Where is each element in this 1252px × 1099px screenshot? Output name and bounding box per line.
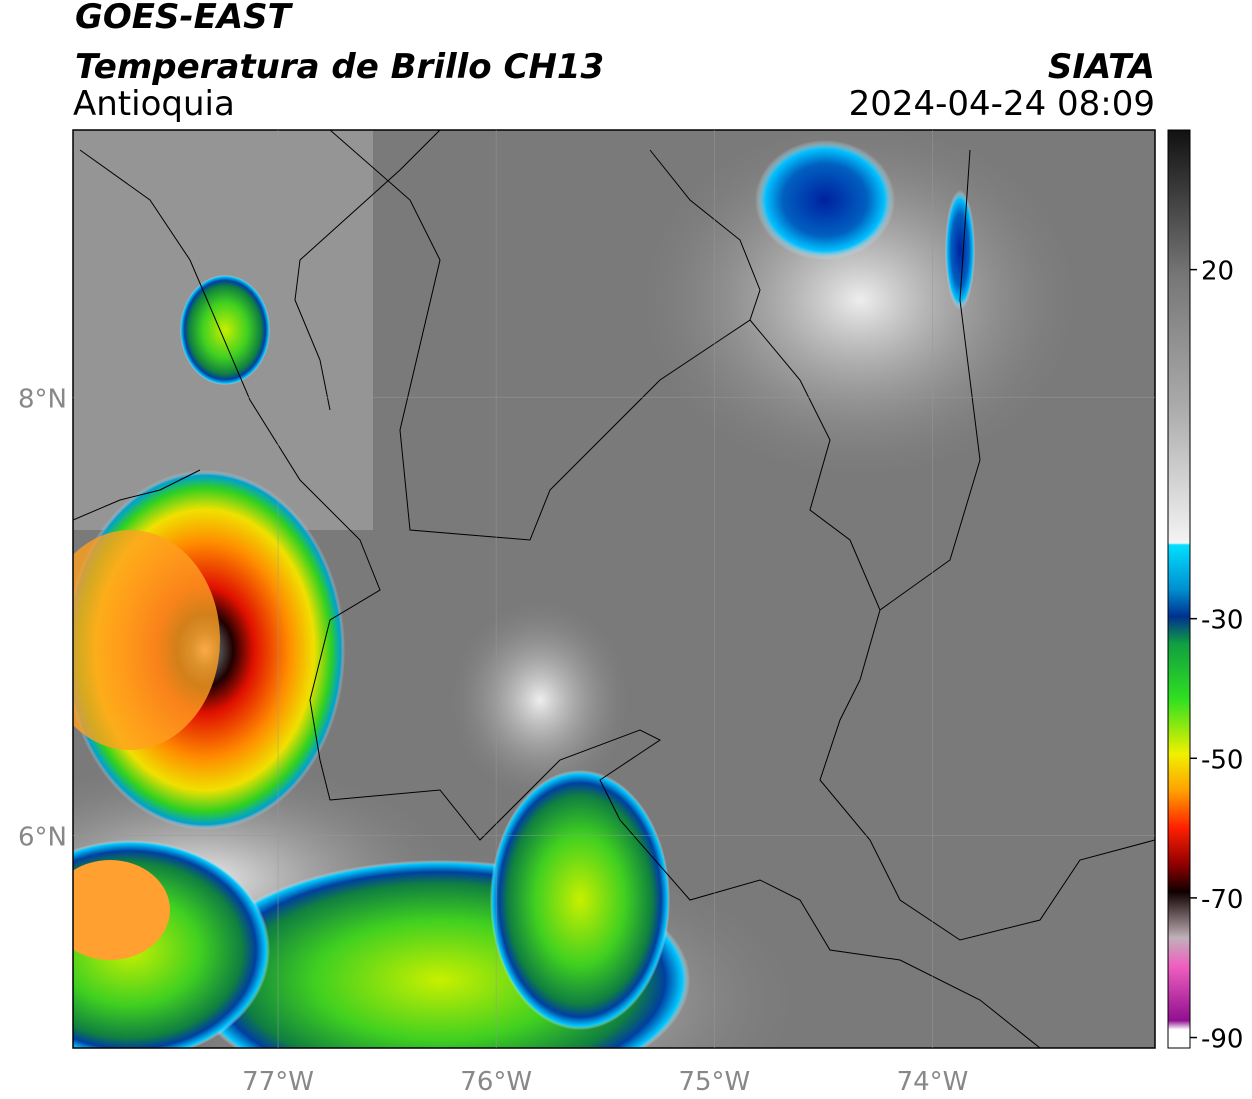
region: Antioquia — [73, 84, 235, 124]
title: GOES-EAST — [75, 0, 294, 37]
satellite-image — [73, 130, 1155, 1048]
x-tick-label: 77°W — [242, 1067, 314, 1097]
colorbar-tick-label: -30 — [1201, 606, 1243, 636]
subtitle: Temperatura de Brillo CH13 — [75, 47, 604, 87]
map-frame — [72, 129, 1156, 1049]
y-tick-label: 8°N — [18, 384, 67, 414]
colorbar-tick-label: -90 — [1201, 1025, 1243, 1055]
colorbar — [1167, 129, 1191, 1049]
x-tick-label: 76°W — [460, 1067, 532, 1097]
x-tick-label: 74°W — [897, 1067, 969, 1097]
y-tick-label: 6°N — [18, 822, 67, 852]
colorbar-tick-label: -70 — [1201, 885, 1243, 915]
colorbar-tick-label: 20 — [1201, 257, 1234, 287]
colorbar-tick-label: -50 — [1201, 745, 1243, 775]
datetime: 2024-04-24 08:09 — [849, 84, 1155, 124]
source: SIATA — [1048, 47, 1155, 87]
x-tick-label: 75°W — [678, 1067, 750, 1097]
